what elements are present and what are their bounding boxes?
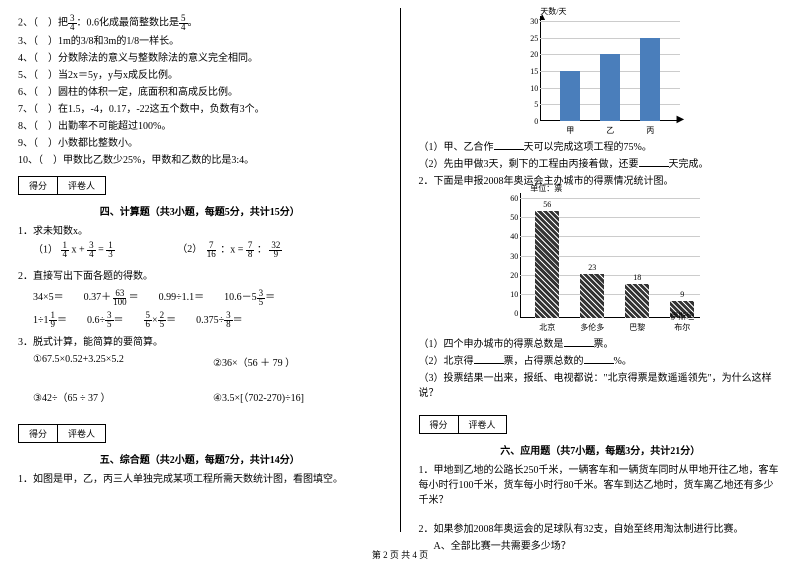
section-6-title: 六、应用题（共7小题，每题3分，共计21分）	[419, 442, 783, 457]
q4-3: 3．脱式计算，能简算的要简算。	[18, 335, 382, 350]
section-5-title: 五、综合题（共2小题，每题7分，共计14分）	[18, 451, 382, 466]
score-box-4: 得分评卷人	[18, 176, 382, 195]
judge-8: 8、（ ）出勤率不可能超过100%。	[18, 119, 382, 134]
q3-row2: ③42÷（65 ÷ 37 ）④3.5×[（702-270)÷16]	[33, 389, 382, 404]
r-q1b: （2）先由甲做3天，剩下的工程由丙接着做，还要天完成。	[419, 157, 783, 172]
q6-1: 1．甲地到乙地的公路长250千米，一辆客车和一辆货车同时从甲地开往乙地，客车每小…	[419, 463, 783, 508]
judge-10: 10、（ ）甲数比乙数少25%，甲数和乙数的比是3:4。	[18, 153, 382, 168]
r-q2: 2．下面是申报2008年奥运会主办城市的得票情况统计图。	[419, 174, 783, 189]
judge-3: 3、（ ）1m的3/8和3m的1/8一样长。	[18, 34, 382, 49]
judge-9: 9、（ ）小数都比整数小。	[18, 136, 382, 151]
r-q2a: （1）四个申办城市的得票总数是票。	[419, 337, 783, 352]
page-footer: 第 2 页 共 4 页	[0, 548, 800, 561]
chart-days: 天数/天 ▲ ▶ 051015202530甲乙丙	[510, 16, 690, 136]
judge-2: 2、（ ）把34：0.6化成最简整数比是54。	[18, 14, 382, 32]
r-q1a: （1）甲、乙合作天可以完成这项工程的75%。	[419, 140, 783, 155]
q5-1: 1．如图是甲，乙，丙三人单独完成某项工程所需天数统计图，看图填空。	[18, 472, 382, 487]
left-column: 2、（ ）把34：0.6化成最简整数比是54。 3、（ ）1m的3/8和3m的1…	[0, 0, 400, 540]
score-box-5: 得分评卷人	[18, 424, 382, 443]
judge-4: 4、（ ）分数除法的意义与整数除法的意义完全相同。	[18, 51, 382, 66]
q4-1: 1．求未知数x。	[18, 224, 382, 239]
q3-row1: ①67.5×0.52+3.25×5.2②36×（56 ＋ 79 ）	[33, 354, 382, 369]
score-box-6: 得分评卷人	[419, 415, 783, 434]
r-q2b: （2）北京得票，占得票总数的%。	[419, 354, 783, 369]
r-q2c: （3）投票结果一出来，报纸、电视都说："北京得票是数遥遥领先"，为什么这样说？	[419, 371, 783, 401]
judge-6: 6、（ ）圆柱的体积一定，底面积和高成反比例。	[18, 85, 382, 100]
q6-2: 2．如果参加2008年奥运会的足球队有32支，自始至终用淘汰制进行比赛。	[419, 522, 783, 537]
calc-row-1: 34×5＝ 0.37＋63100＝ 0.99÷1.1＝ 10.6－535＝	[33, 288, 382, 307]
calc-row-2: 1÷119＝ 0.6÷35＝ 56×25＝ 0.375÷38＝	[33, 311, 382, 330]
judge-7: 7、（ ）在1.5，-4，0.17，-22这五个数中，负数有3个。	[18, 102, 382, 117]
eq-1: （1） 14 x + 34 = 13 （2） 716 ：x = 78 ： 329	[33, 241, 382, 259]
section-4-title: 四、计算题（共3小题，每题5分，共计15分）	[18, 203, 382, 218]
q4-2: 2．直接写出下面各题的得数。	[18, 269, 382, 284]
right-column: 天数/天 ▲ ▶ 051015202530甲乙丙 （1）甲、乙合作天可以完成这项…	[401, 0, 800, 540]
judge-5: 5、（ ）当2x＝5y，y与x成反比例。	[18, 68, 382, 83]
chart-votes: 单位：票 0102030405060北京56多伦多23巴黎18伊斯坦布尔9	[490, 193, 710, 333]
